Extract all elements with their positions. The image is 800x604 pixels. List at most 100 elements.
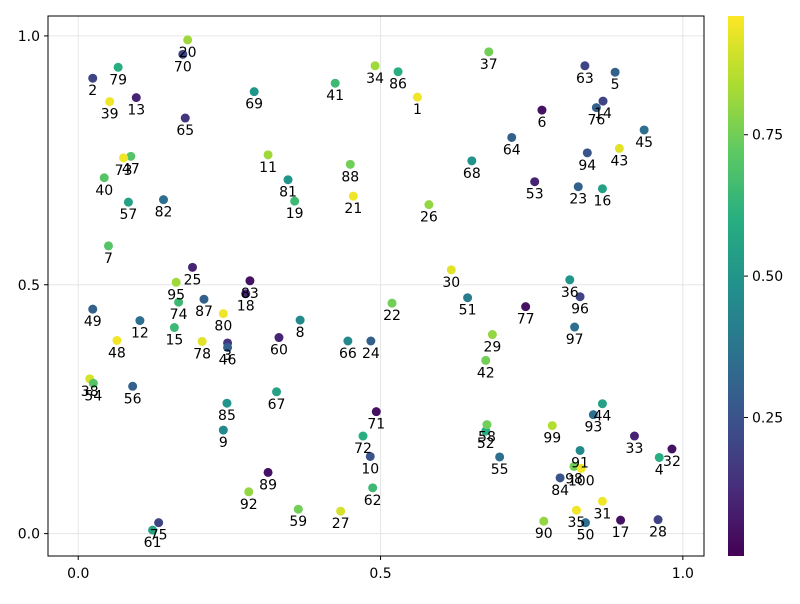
data-point	[218, 425, 228, 435]
data-point	[241, 289, 251, 299]
point-label: 49	[84, 314, 102, 330]
point-label: 19	[286, 206, 304, 222]
data-point	[336, 506, 346, 516]
data-point	[537, 105, 547, 115]
data-point	[131, 93, 141, 103]
point-label: 21	[344, 201, 362, 217]
data-point	[245, 276, 255, 286]
point-label: 52	[477, 436, 495, 452]
y-tick-label: 0.5	[18, 278, 40, 294]
point-label: 68	[463, 166, 481, 182]
point-label: 45	[635, 135, 653, 151]
data-point	[188, 262, 198, 272]
point-label: 16	[594, 194, 612, 210]
point-label: 95	[167, 287, 185, 303]
point-label: 5	[611, 77, 620, 93]
data-point	[639, 125, 649, 135]
data-point	[588, 410, 598, 420]
data-point	[197, 336, 207, 346]
grid-lines	[48, 16, 704, 556]
point-label: 33	[626, 441, 644, 457]
point-label: 27	[332, 516, 350, 532]
point-label: 84	[551, 483, 569, 499]
data-point	[610, 67, 620, 77]
data-point	[393, 67, 403, 77]
data-point	[575, 445, 585, 455]
data-point	[128, 381, 138, 391]
data-point	[481, 355, 491, 365]
data-point	[283, 175, 293, 185]
point-label: 66	[339, 346, 357, 362]
data-point	[343, 336, 353, 346]
point-label: 23	[569, 192, 587, 208]
point-label: 100	[568, 473, 595, 489]
point-label: 13	[127, 103, 145, 119]
data-point	[126, 151, 136, 161]
point-label: 62	[364, 493, 382, 509]
point-label: 80	[214, 319, 232, 335]
data-point	[597, 184, 607, 194]
data-point	[482, 420, 492, 430]
data-point	[580, 518, 590, 528]
data-point	[158, 195, 168, 205]
data-point	[424, 200, 434, 210]
point-label: 35	[568, 515, 586, 531]
data-point	[575, 292, 585, 302]
y-axis-ticks: 0.0 0.5 1.0	[18, 29, 48, 543]
data-point	[88, 304, 98, 314]
point-label: 54	[84, 388, 102, 404]
data-point	[530, 177, 540, 187]
data-point	[591, 103, 601, 113]
point-label: 58	[478, 430, 496, 446]
data-point	[154, 518, 164, 528]
point-label: 32	[663, 454, 681, 470]
data-point	[616, 515, 626, 525]
point-label: 87	[195, 304, 213, 320]
point-label: 26	[420, 210, 438, 226]
point-label: 53	[526, 187, 544, 203]
data-point	[183, 35, 193, 45]
point-label: 37	[480, 57, 498, 73]
data-point	[487, 330, 497, 340]
data-point	[571, 505, 581, 515]
point-label: 38	[81, 384, 99, 400]
data-point	[169, 323, 179, 333]
point-label: 97	[566, 332, 584, 348]
data-point	[387, 298, 397, 308]
point-label: 12	[131, 326, 149, 342]
point-label: 44	[594, 409, 612, 425]
data-point	[547, 421, 557, 431]
point-label: 3	[223, 348, 232, 364]
point-label: 77	[517, 312, 535, 328]
point-label: 57	[119, 207, 137, 223]
point-label: 98	[565, 471, 583, 487]
data-point	[371, 407, 381, 417]
point-label: 71	[367, 417, 385, 433]
point-label: 93	[584, 420, 602, 436]
point-label: 40	[95, 183, 113, 199]
point-label: 88	[341, 169, 359, 185]
point-label: 99	[543, 431, 561, 447]
data-point	[614, 143, 624, 153]
data-point	[113, 62, 123, 72]
x-tick-label: 0.0	[67, 566, 89, 582]
point-label: 55	[491, 462, 509, 478]
data-point	[539, 516, 549, 526]
point-label: 50	[577, 528, 595, 544]
data-point	[88, 378, 98, 388]
data-point	[88, 73, 98, 83]
data-point	[174, 297, 184, 307]
point-label: 15	[165, 333, 183, 349]
data-point	[274, 333, 284, 343]
data-point	[555, 473, 565, 483]
data-point	[667, 444, 677, 454]
data-point	[629, 431, 639, 441]
data-point	[582, 148, 592, 158]
point-label: 9	[219, 435, 228, 451]
point-label: 86	[389, 77, 407, 93]
data-point	[565, 275, 575, 285]
point-label: 31	[594, 506, 612, 522]
point-label: 70	[174, 59, 192, 75]
point-label: 30	[442, 275, 460, 291]
